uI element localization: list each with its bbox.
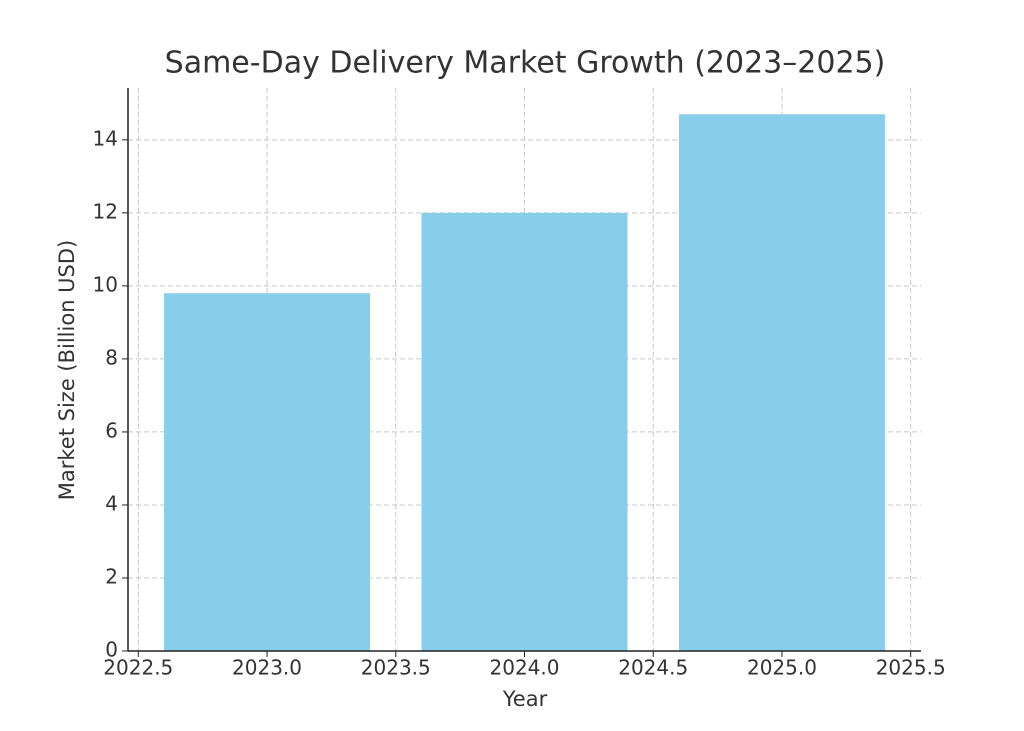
x-tick-label: 2024.5 [618, 656, 688, 680]
y-tick-label: 12 [93, 199, 118, 223]
chart-title: Same-Day Delivery Market Growth (2023–20… [165, 46, 886, 81]
x-tick-label: 2025.0 [747, 656, 817, 680]
y-tick-label: 6 [105, 418, 118, 442]
axes: 0 2 4 6 8 10 12 14 2022.5 2023.0 2023.5 2024.0 2024.… [93, 88, 946, 680]
y-tick-label: 14 [93, 126, 118, 150]
x-tick-label: 2023.0 [232, 656, 302, 680]
x-tick-label: 2022.5 [103, 656, 173, 680]
bars [164, 114, 885, 651]
bar [421, 212, 628, 651]
y-tick-label: 8 [105, 345, 118, 369]
y-tick-label: 4 [105, 491, 118, 515]
x-tick-label: 2025.5 [876, 656, 946, 680]
bar [164, 293, 371, 651]
bar [678, 114, 885, 651]
x-tick-label: 2023.5 [361, 656, 431, 680]
y-tick-label: 0 [105, 638, 118, 662]
x-axis-label: Year [502, 687, 548, 711]
y-tick-label: 10 [93, 272, 118, 296]
y-tick-label: 2 [105, 564, 118, 588]
y-axis-label: Market Size (Billion USD) [55, 240, 79, 500]
x-tick-label: 2024.0 [490, 656, 560, 680]
